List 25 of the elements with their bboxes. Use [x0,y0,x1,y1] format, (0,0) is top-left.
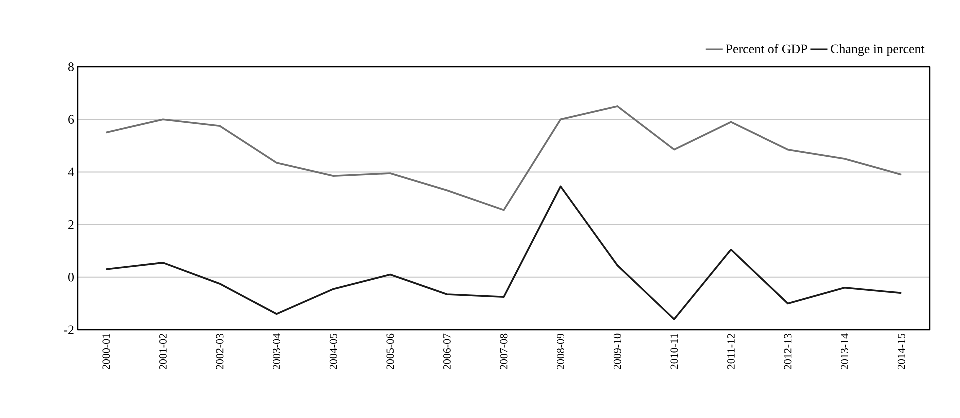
x-tick-label: 2003-04 [273,334,281,370]
y-tick-label: 8 [68,62,74,72]
x-tick-label: 2013-14 [841,334,849,370]
x-tick-label: 2004-05 [330,334,338,370]
x-tick-label: 2011-12 [728,334,735,370]
legend-label: Percent of GDP [726,44,808,54]
x-tick-label: 2005-06 [386,334,394,370]
x-tick-label: 2006-07 [444,334,451,370]
x-tick-label: 2002-03 [216,334,224,370]
y-tick-label: -2 [64,326,74,334]
x-tick-label: 2012-13 [784,334,792,370]
x-tick-label: 2000-01 [102,334,110,370]
y-tick-label: 6 [68,115,74,124]
x-tick-label: 2007-08 [500,334,508,370]
line-series [106,186,903,320]
legend-label: Change in percent [831,44,925,56]
x-tick-label: 2009-10 [614,334,622,370]
y-tick-label: 2 [68,220,74,230]
x-tick-label: 2008-09 [557,334,565,370]
y-tick-label: 0 [68,273,74,282]
x-tick-label: 2014-15 [898,334,906,370]
line-series [106,106,903,212]
x-tick-label: 2010-11 [670,334,678,370]
x-tick-label: 2001-02 [160,334,167,370]
y-tick-label: 4 [68,168,74,176]
